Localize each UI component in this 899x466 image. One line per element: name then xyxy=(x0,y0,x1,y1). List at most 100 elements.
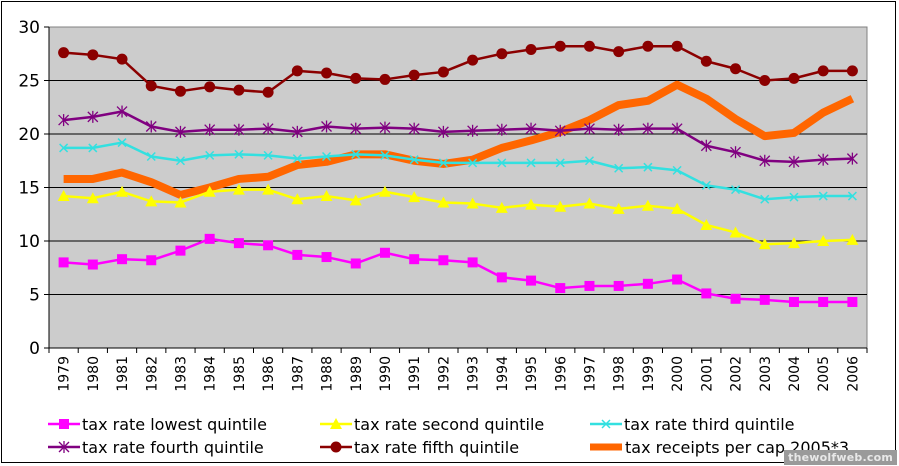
data-point xyxy=(379,121,391,134)
data-point xyxy=(788,155,800,168)
legend-item: tax rate second quintile xyxy=(320,415,544,434)
data-point xyxy=(466,197,479,209)
x-tick-label: 1986 xyxy=(261,356,277,392)
x-tick-label: 1983 xyxy=(173,356,189,392)
legend-label: tax rate lowest quintile xyxy=(82,415,267,434)
data-point xyxy=(525,198,538,210)
data-point xyxy=(234,149,244,159)
data-point xyxy=(262,183,275,195)
data-point xyxy=(760,194,770,204)
data-point xyxy=(204,123,216,136)
data-point xyxy=(700,55,712,67)
data-point xyxy=(291,193,304,205)
data-point xyxy=(350,258,361,269)
data-point xyxy=(408,122,420,135)
data-point xyxy=(350,72,362,84)
series-line xyxy=(63,141,853,201)
data-point xyxy=(408,69,420,81)
data-point xyxy=(847,191,857,201)
data-point xyxy=(58,47,70,59)
x-tick-label: 2004 xyxy=(787,356,803,392)
data-point xyxy=(204,81,216,93)
data-point xyxy=(349,194,362,206)
series-tax-rate-lowest-quintile xyxy=(58,233,858,307)
data-point xyxy=(59,143,69,153)
legend-item: tax rate lowest quintile xyxy=(48,415,267,434)
data-point xyxy=(438,255,449,266)
data-point xyxy=(584,156,594,166)
data-point xyxy=(58,114,70,127)
series-line xyxy=(63,110,853,164)
data-point xyxy=(350,122,362,135)
data-point xyxy=(263,150,273,160)
data-point xyxy=(671,122,683,135)
data-point xyxy=(555,158,565,168)
data-point xyxy=(554,124,566,137)
data-point xyxy=(526,158,536,168)
data-point xyxy=(291,65,303,77)
x-axis-ticks: 1979 1980 1981 1982 1983 1984 1985 1986 1987 1988… xyxy=(48,348,868,392)
data-point xyxy=(467,257,478,268)
data-point xyxy=(671,202,684,214)
data-point xyxy=(497,158,507,168)
data-point xyxy=(321,67,333,79)
data-point xyxy=(496,272,507,283)
data-point xyxy=(175,125,186,138)
data-point xyxy=(233,123,245,136)
data-point xyxy=(175,245,186,256)
data-point xyxy=(203,185,216,197)
data-point xyxy=(378,185,391,197)
data-point xyxy=(730,63,742,75)
data-point xyxy=(87,110,99,123)
data-point xyxy=(613,123,625,136)
data-point xyxy=(262,122,274,135)
data-point xyxy=(174,85,186,97)
data-point xyxy=(613,46,625,58)
x-tick-label: 1991 xyxy=(407,356,423,392)
legend-marker xyxy=(330,418,342,429)
data-point xyxy=(671,40,683,52)
x-tick-label: 1984 xyxy=(203,356,219,392)
x-tick-label: 1994 xyxy=(495,356,511,392)
data-point xyxy=(584,280,595,291)
data-point xyxy=(583,197,596,209)
data-point xyxy=(729,226,742,238)
legend-marker xyxy=(601,419,611,429)
data-point xyxy=(467,124,479,137)
watermark: thewolfweb.com xyxy=(784,450,897,465)
data-point xyxy=(613,280,624,291)
x-tick-label: 1999 xyxy=(641,356,657,392)
x-tick-label: 1992 xyxy=(436,356,452,392)
data-point xyxy=(788,72,800,84)
y-tick-label: 10 xyxy=(18,232,40,252)
data-point xyxy=(409,155,419,165)
x-tick-label: 2005 xyxy=(816,356,832,392)
x-tick-label: 1996 xyxy=(553,356,569,392)
y-tick-label: 20 xyxy=(18,125,40,145)
x-tick-label: 1982 xyxy=(144,356,160,392)
data-point xyxy=(583,40,595,52)
data-point xyxy=(58,257,69,268)
data-point xyxy=(321,120,332,133)
legend: tax rate lowest quintile tax rate second … xyxy=(48,415,849,457)
x-tick-label: 1993 xyxy=(466,356,482,392)
data-point xyxy=(437,196,450,208)
data-point xyxy=(116,105,128,118)
data-point xyxy=(57,190,70,202)
series-tax-rate-third-quintile xyxy=(59,138,857,204)
data-point xyxy=(787,237,800,249)
data-point xyxy=(818,191,828,201)
data-point xyxy=(438,158,448,168)
data-point xyxy=(467,54,479,66)
data-point xyxy=(731,185,741,195)
data-point xyxy=(584,122,595,135)
series-tax-rate-fifth-quintile xyxy=(58,40,858,98)
y-tick-label: 30 xyxy=(18,18,40,38)
x-tick-label: 1998 xyxy=(612,356,628,392)
data-point xyxy=(117,254,128,265)
data-point xyxy=(437,66,449,78)
data-point xyxy=(117,138,127,148)
x-tick-label: 1987 xyxy=(290,356,306,392)
data-point xyxy=(116,53,128,65)
